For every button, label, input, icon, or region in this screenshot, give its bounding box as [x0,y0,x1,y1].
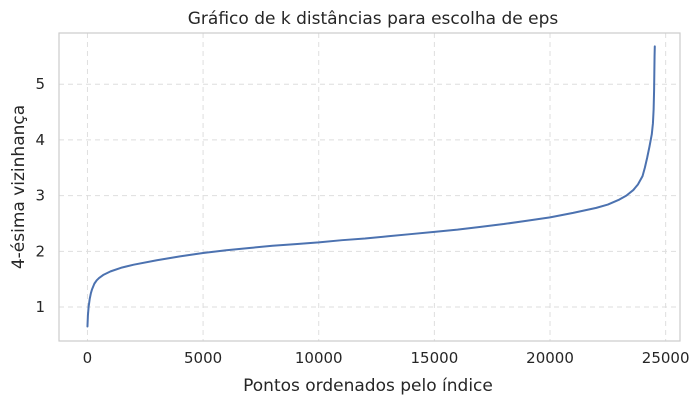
y-tick-label: 5 [35,75,45,93]
x-tick-label: 5000 [184,349,222,367]
x-tick-label: 15000 [411,349,459,367]
y-axis-ticks: 1 2 3 4 5 [35,75,45,316]
plot-frame [58,32,681,342]
y-tick-label: 3 [35,187,45,205]
y-axis-label: 4-ésima vizinhança [9,105,29,269]
k-distance-series-line [86,45,656,328]
x-tick-label: 10000 [295,349,343,367]
x-tick-label: 25000 [642,349,690,367]
y-tick-label: 1 [35,298,45,316]
y-tick-label: 4 [35,131,45,149]
x-axis-label: Pontos ordenados pelo índice [243,376,493,396]
x-tick-label: 20000 [526,349,574,367]
chart-title: Gráfico de k distâncias para escolha de … [188,9,559,29]
y-tick-label: 2 [35,242,45,260]
x-axis-ticks: 0 5000 10000 15000 20000 25000 [83,349,690,367]
grid-layer [59,33,680,341]
x-tick-label: 0 [83,349,93,367]
